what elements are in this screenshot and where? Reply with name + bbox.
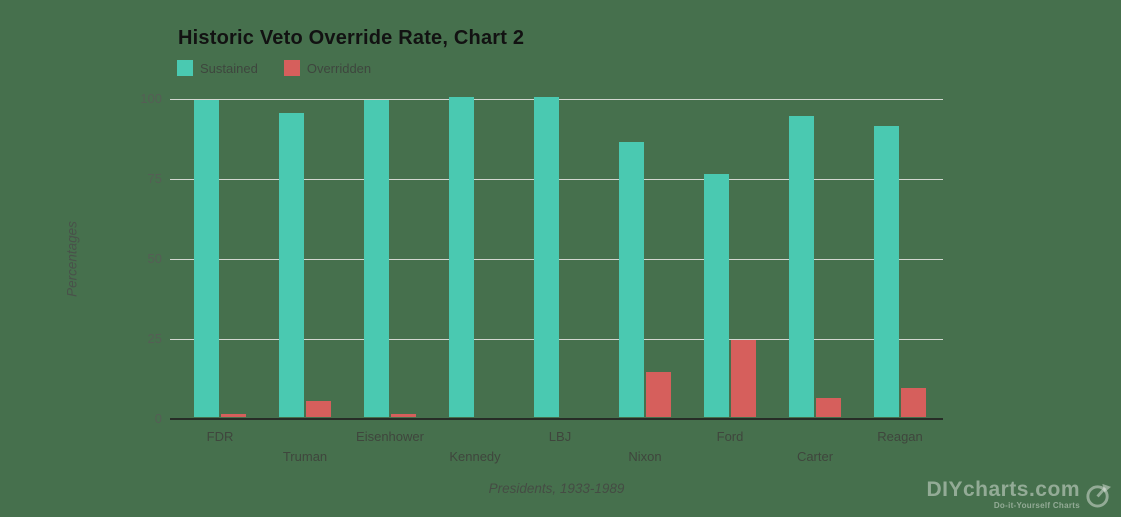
legend: Sustained Overridden — [177, 60, 397, 76]
watermark-text: DIYcharts.com Do-it-Yourself Charts — [926, 478, 1080, 510]
x-tick-label-truman: Truman — [282, 449, 328, 464]
y-tick-label-50: 50 — [147, 251, 162, 266]
pie-arrow-icon — [1086, 483, 1112, 508]
bar-sustained-ford[interactable] — [704, 174, 729, 417]
watermark-tagline: Do-it-Yourself Charts — [993, 501, 1080, 510]
legend-swatch-sustained-icon — [177, 60, 193, 76]
x-tick-label-lbj: LBJ — [548, 429, 572, 444]
bar-overridden-fdr[interactable] — [221, 414, 246, 417]
x-tick-label-reagan: Reagan — [877, 429, 923, 444]
legend-swatch-overridden-icon — [283, 60, 300, 76]
bar-overridden-nixon[interactable] — [646, 372, 671, 417]
legend-item-sustained: Sustained — [177, 60, 258, 76]
chart-title: Historic Veto Override Rate, Chart 2 — [178, 27, 525, 49]
y-tick-label-75: 75 — [147, 171, 162, 186]
x-tick-label-carter: Carter — [796, 449, 834, 464]
bar-overridden-carter[interactable] — [816, 398, 841, 417]
gridline-0 — [170, 418, 943, 420]
plot-area: 0 25 50 75 100 FDR Truman Eisenhower Kennedy LBJ N… — [140, 91, 943, 464]
bar-sustained-carter[interactable] — [789, 116, 814, 417]
bar-sustained-nixon[interactable] — [619, 142, 644, 417]
y-tick-label-25: 25 — [147, 331, 162, 346]
legend-label-overridden: Overridden — [306, 60, 372, 76]
y-axis-title: Percentages — [64, 221, 80, 297]
bar-sustained-lbj[interactable] — [534, 97, 559, 417]
x-tick-label-nixon: Nixon — [628, 449, 662, 464]
watermark-brand: DIYcharts.com — [926, 478, 1080, 501]
bar-sustained-truman[interactable] — [279, 113, 304, 417]
legend-label-sustained: Sustained — [200, 60, 258, 76]
bar-sustained-eisenhower[interactable] — [364, 100, 389, 417]
bar-overridden-reagan[interactable] — [901, 388, 926, 417]
watermark[interactable]: DIYcharts.com Do-it-Yourself Charts — [926, 478, 1112, 510]
bar-sustained-kennedy[interactable] — [449, 97, 474, 417]
y-tick-label-0: 0 — [154, 411, 162, 426]
x-axis-title: Presidents, 1933-1989 — [488, 481, 625, 496]
y-tick-label-100: 100 — [140, 91, 162, 106]
bar-overridden-truman[interactable] — [306, 401, 331, 417]
x-tick-label-eisenhower: Eisenhower — [356, 429, 424, 444]
x-tick-label-fdr: FDR — [206, 429, 234, 444]
bar-sustained-reagan[interactable] — [874, 126, 899, 417]
bar-sustained-fdr[interactable] — [194, 100, 219, 417]
legend-item-overridden: Overridden — [283, 60, 372, 76]
x-tick-label-ford: Ford — [716, 429, 744, 444]
x-tick-label-kennedy: Kennedy — [449, 449, 501, 464]
bar-overridden-ford[interactable] — [731, 340, 756, 417]
bar-overridden-eisenhower[interactable] — [391, 414, 416, 417]
